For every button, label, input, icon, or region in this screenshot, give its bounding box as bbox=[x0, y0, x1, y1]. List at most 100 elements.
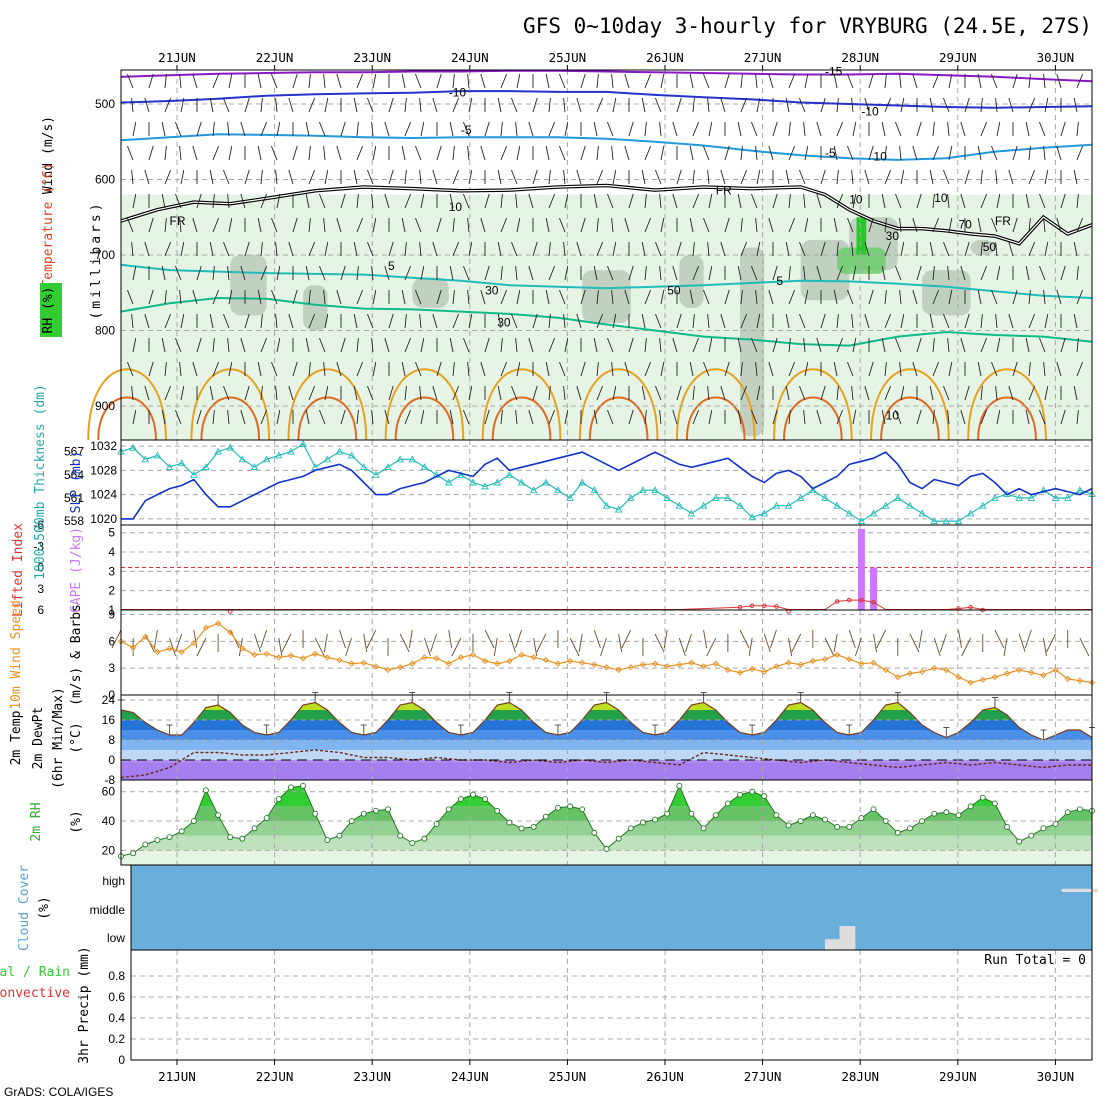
wind-barb bbox=[222, 97, 230, 113]
wind10m-point bbox=[615, 666, 622, 674]
wind-barb bbox=[288, 313, 294, 329]
warm-isotherm bbox=[870, 368, 950, 441]
wind-barb bbox=[932, 217, 940, 233]
wind-barb bbox=[308, 73, 311, 89]
wind-barb bbox=[1043, 289, 1046, 305]
wind10m-point bbox=[931, 665, 938, 672]
warm-isotherm bbox=[287, 368, 368, 441]
wind-barb bbox=[467, 289, 470, 305]
wind-barb bbox=[164, 361, 167, 377]
wind10m-point bbox=[518, 651, 525, 658]
date-label: 28JUN bbox=[841, 1069, 879, 1084]
wind-barb bbox=[131, 169, 134, 185]
wind-barb bbox=[894, 121, 902, 137]
wind-barb bbox=[532, 169, 538, 185]
wind-barb bbox=[772, 193, 778, 209]
temp-band bbox=[121, 702, 1092, 710]
wind-barb bbox=[990, 289, 998, 305]
wind10m-point bbox=[299, 655, 307, 662]
isotherm-label: 5 bbox=[388, 259, 395, 273]
isotherm-label: FR bbox=[170, 214, 186, 228]
wind-barb bbox=[804, 145, 809, 161]
wind-barb bbox=[612, 385, 617, 401]
thickness-point bbox=[129, 443, 137, 451]
wind-barb bbox=[820, 313, 826, 329]
thickness-point bbox=[1076, 486, 1084, 494]
rh-tick-label: 40 bbox=[102, 814, 116, 828]
wind-barb bbox=[750, 409, 758, 425]
wind-barb bbox=[606, 409, 614, 425]
thickness-point bbox=[711, 494, 720, 501]
wind-barb bbox=[900, 385, 905, 401]
wind-barb bbox=[144, 97, 150, 113]
wind10m-point bbox=[154, 648, 161, 656]
wind-barb bbox=[516, 145, 521, 161]
wind10m-point bbox=[239, 645, 246, 652]
wind10m-point bbox=[530, 654, 537, 661]
rh2m-point bbox=[834, 823, 841, 830]
wind-barb bbox=[692, 97, 695, 113]
wind-barb bbox=[131, 313, 134, 329]
rh-band bbox=[121, 821, 1092, 836]
wind-barb bbox=[545, 289, 550, 305]
date-label: 25JUN bbox=[549, 1069, 587, 1084]
rh2m-point bbox=[457, 796, 464, 803]
wind-barb bbox=[1028, 385, 1036, 401]
wind10m-barb bbox=[451, 637, 462, 657]
rh-axis-label: RH (%) bbox=[41, 287, 56, 334]
wind-barb bbox=[404, 241, 407, 257]
wind-barb bbox=[292, 217, 298, 233]
wind-barb bbox=[126, 217, 134, 233]
wind-barb bbox=[212, 193, 215, 209]
wind-barb bbox=[288, 97, 294, 113]
wind10m-point bbox=[202, 624, 210, 632]
wind-barb bbox=[1060, 193, 1066, 209]
wind10m-point bbox=[566, 657, 574, 665]
wind-barb bbox=[580, 217, 586, 233]
thickness-point bbox=[979, 501, 987, 509]
wind-barb bbox=[659, 121, 662, 137]
wind-barb bbox=[260, 337, 268, 353]
rh2m-point bbox=[567, 803, 574, 810]
wind-barb bbox=[785, 97, 790, 113]
wind10m-barb bbox=[323, 633, 328, 653]
wind-barb bbox=[899, 217, 902, 233]
warm-isotherm bbox=[967, 368, 1047, 441]
wind-barb bbox=[836, 193, 844, 209]
wind-barb bbox=[356, 73, 364, 89]
wind-barb bbox=[788, 193, 791, 209]
wind-barb bbox=[596, 289, 599, 305]
cloud-panel: high middle low bbox=[90, 864, 1099, 951]
thickness-tick-label: 564 bbox=[64, 468, 84, 482]
temp-tick-label: -8 bbox=[104, 773, 115, 787]
wind-panel: 9 6 3 0 bbox=[108, 607, 1096, 702]
thickness-point bbox=[602, 501, 611, 509]
wind-barb bbox=[1012, 145, 1018, 161]
wind-barb bbox=[404, 385, 407, 401]
wind-barb bbox=[836, 241, 839, 257]
wind-barb bbox=[1056, 217, 1062, 233]
wind-barb bbox=[449, 265, 454, 281]
thickness-point bbox=[359, 463, 368, 470]
wind-barb bbox=[308, 385, 316, 401]
wind-barb bbox=[480, 361, 486, 377]
wind-barb bbox=[436, 289, 442, 305]
wind-barb bbox=[404, 265, 412, 281]
wind-barb bbox=[929, 97, 934, 113]
thickness-point bbox=[299, 439, 307, 447]
wind10m-point bbox=[846, 656, 853, 663]
wind10m-point bbox=[991, 673, 999, 681]
wind-barb bbox=[932, 337, 935, 353]
wind-barb bbox=[1076, 73, 1084, 89]
rh-legend-swatch bbox=[40, 283, 62, 337]
pressure-axis-labels: 1000-500mb Thickness (dm) SLP (mb) bbox=[33, 384, 84, 580]
wind10m-barb bbox=[791, 633, 802, 653]
wind-barb bbox=[371, 337, 374, 353]
cape-tick-label: 3 bbox=[108, 564, 115, 578]
wind-barb bbox=[372, 361, 377, 377]
wind-barb bbox=[964, 241, 970, 257]
wind-barb bbox=[292, 361, 298, 377]
wind10m-point bbox=[445, 660, 452, 667]
wind-barb bbox=[500, 337, 503, 353]
wind-barb bbox=[564, 121, 569, 137]
